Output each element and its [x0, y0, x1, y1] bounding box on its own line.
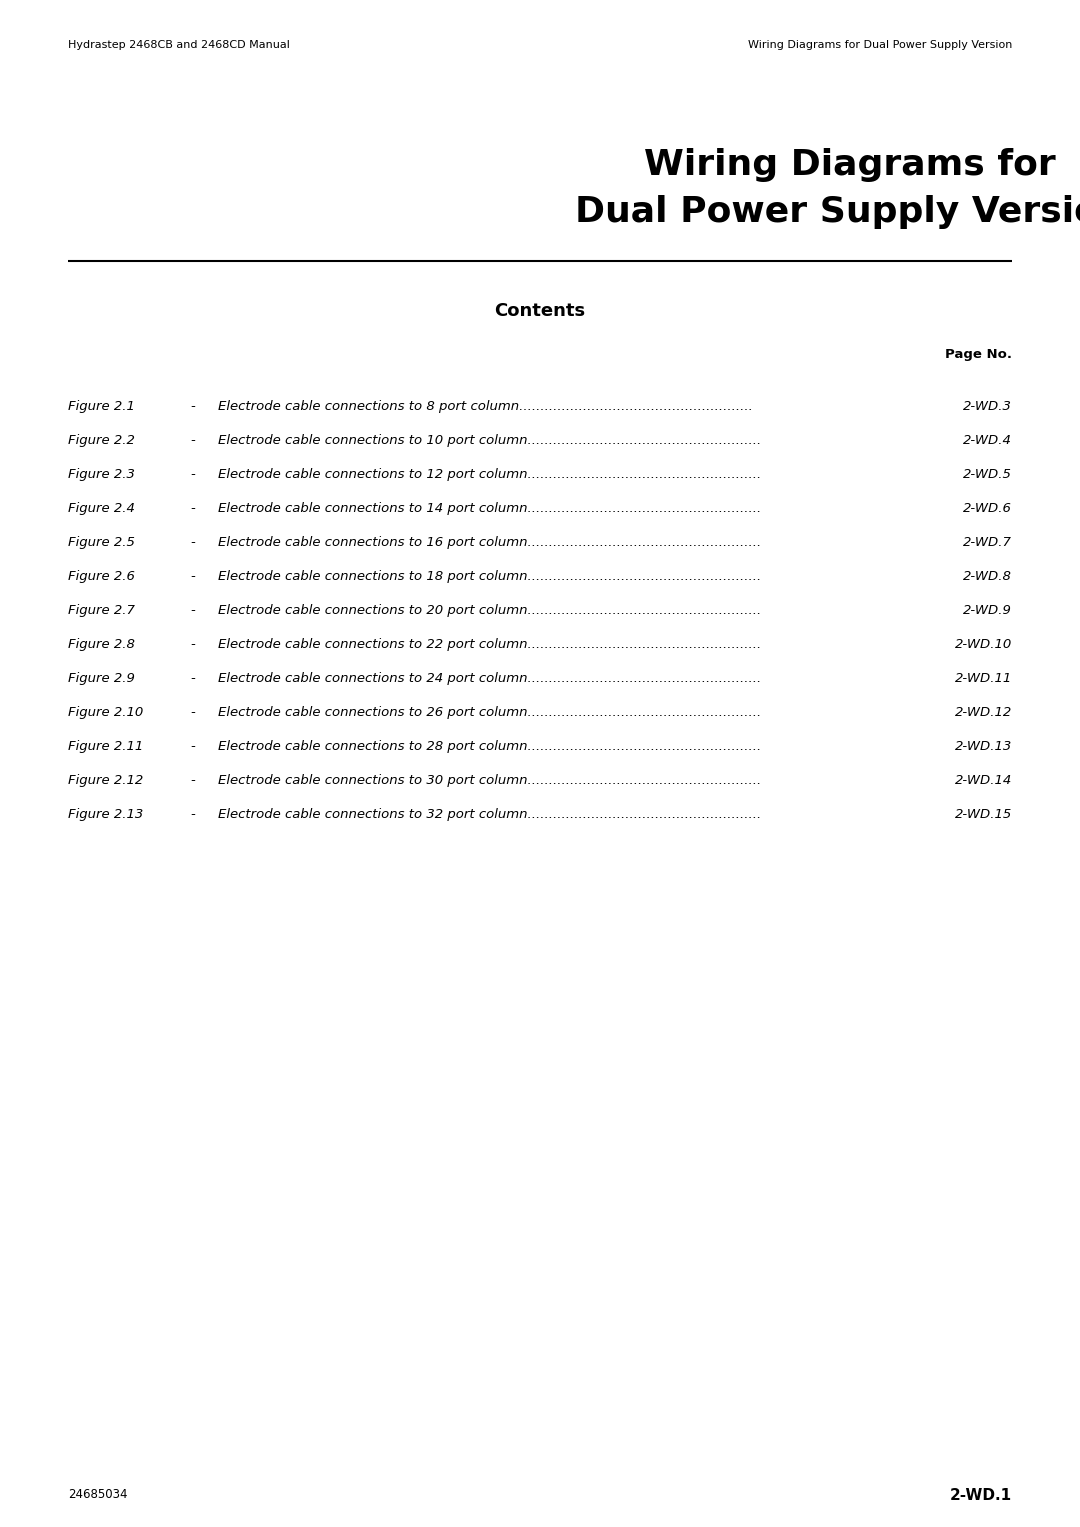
Text: Hydrastep 2468CB and 2468CD Manual: Hydrastep 2468CB and 2468CD Manual	[68, 40, 289, 50]
Text: Electrode cable connections to 8 port column....................................: Electrode cable connections to 8 port co…	[218, 400, 753, 412]
Text: 2-WD.7: 2-WD.7	[963, 536, 1012, 550]
Text: 2-WD.11: 2-WD.11	[955, 672, 1012, 686]
Text: Figure 2.13: Figure 2.13	[68, 808, 144, 822]
Text: -: -	[191, 808, 195, 822]
Text: Figure 2.11: Figure 2.11	[68, 741, 144, 753]
Text: Dual Power Supply Version: Dual Power Supply Version	[576, 195, 1080, 229]
Text: Figure 2.5: Figure 2.5	[68, 536, 135, 550]
Text: -: -	[191, 605, 195, 617]
Text: Figure 2.10: Figure 2.10	[68, 705, 144, 719]
Text: 2-WD.9: 2-WD.9	[963, 605, 1012, 617]
Text: Electrode cable connections to 26 port column...................................: Electrode cable connections to 26 port c…	[218, 705, 761, 719]
Text: Electrode cable connections to 28 port column...................................: Electrode cable connections to 28 port c…	[218, 741, 761, 753]
Text: 2-WD.8: 2-WD.8	[963, 570, 1012, 583]
Text: -: -	[191, 502, 195, 515]
Text: Figure 2.4: Figure 2.4	[68, 502, 135, 515]
Text: Figure 2.9: Figure 2.9	[68, 672, 135, 686]
Text: 2-WD.3: 2-WD.3	[963, 400, 1012, 412]
Text: Electrode cable connections to 16 port column...................................: Electrode cable connections to 16 port c…	[218, 536, 761, 550]
Text: 24685034: 24685034	[68, 1487, 127, 1501]
Text: Wiring Diagrams for Dual Power Supply Version: Wiring Diagrams for Dual Power Supply Ve…	[747, 40, 1012, 50]
Text: -: -	[191, 400, 195, 412]
Text: -: -	[191, 434, 195, 447]
Text: -: -	[191, 705, 195, 719]
Text: 2-WD.10: 2-WD.10	[955, 638, 1012, 651]
Text: Electrode cable connections to 22 port column...................................: Electrode cable connections to 22 port c…	[218, 638, 761, 651]
Text: Electrode cable connections to 30 port column...................................: Electrode cable connections to 30 port c…	[218, 774, 761, 786]
Text: Electrode cable connections to 14 port column...................................: Electrode cable connections to 14 port c…	[218, 502, 761, 515]
Text: 2-WD.14: 2-WD.14	[955, 774, 1012, 786]
Text: Figure 2.12: Figure 2.12	[68, 774, 144, 786]
Text: Page No.: Page No.	[945, 348, 1012, 360]
Text: Figure 2.6: Figure 2.6	[68, 570, 135, 583]
Text: -: -	[191, 774, 195, 786]
Text: 2-WD.13: 2-WD.13	[955, 741, 1012, 753]
Text: Figure 2.2: Figure 2.2	[68, 434, 135, 447]
Text: Electrode cable connections to 10 port column...................................: Electrode cable connections to 10 port c…	[218, 434, 761, 447]
Text: -: -	[191, 638, 195, 651]
Text: 2-WD.5: 2-WD.5	[963, 467, 1012, 481]
Text: Figure 2.1: Figure 2.1	[68, 400, 135, 412]
Text: -: -	[191, 467, 195, 481]
Text: Electrode cable connections to 24 port column...................................: Electrode cable connections to 24 port c…	[218, 672, 761, 686]
Text: Electrode cable connections to 20 port column...................................: Electrode cable connections to 20 port c…	[218, 605, 761, 617]
Text: 2-WD.6: 2-WD.6	[963, 502, 1012, 515]
Text: Wiring Diagrams for: Wiring Diagrams for	[644, 148, 1056, 182]
Text: Figure 2.8: Figure 2.8	[68, 638, 135, 651]
Text: 2-WD.1: 2-WD.1	[950, 1487, 1012, 1503]
Text: Electrode cable connections to 32 port column...................................: Electrode cable connections to 32 port c…	[218, 808, 761, 822]
Text: -: -	[191, 536, 195, 550]
Text: Figure 2.7: Figure 2.7	[68, 605, 135, 617]
Text: -: -	[191, 741, 195, 753]
Text: Electrode cable connections to 12 port column...................................: Electrode cable connections to 12 port c…	[218, 467, 761, 481]
Text: -: -	[191, 570, 195, 583]
Text: Contents: Contents	[495, 302, 585, 321]
Text: -: -	[191, 672, 195, 686]
Text: Electrode cable connections to 18 port column...................................: Electrode cable connections to 18 port c…	[218, 570, 761, 583]
Text: 2-WD.4: 2-WD.4	[963, 434, 1012, 447]
Text: 2-WD.12: 2-WD.12	[955, 705, 1012, 719]
Text: Figure 2.3: Figure 2.3	[68, 467, 135, 481]
Text: 2-WD.15: 2-WD.15	[955, 808, 1012, 822]
